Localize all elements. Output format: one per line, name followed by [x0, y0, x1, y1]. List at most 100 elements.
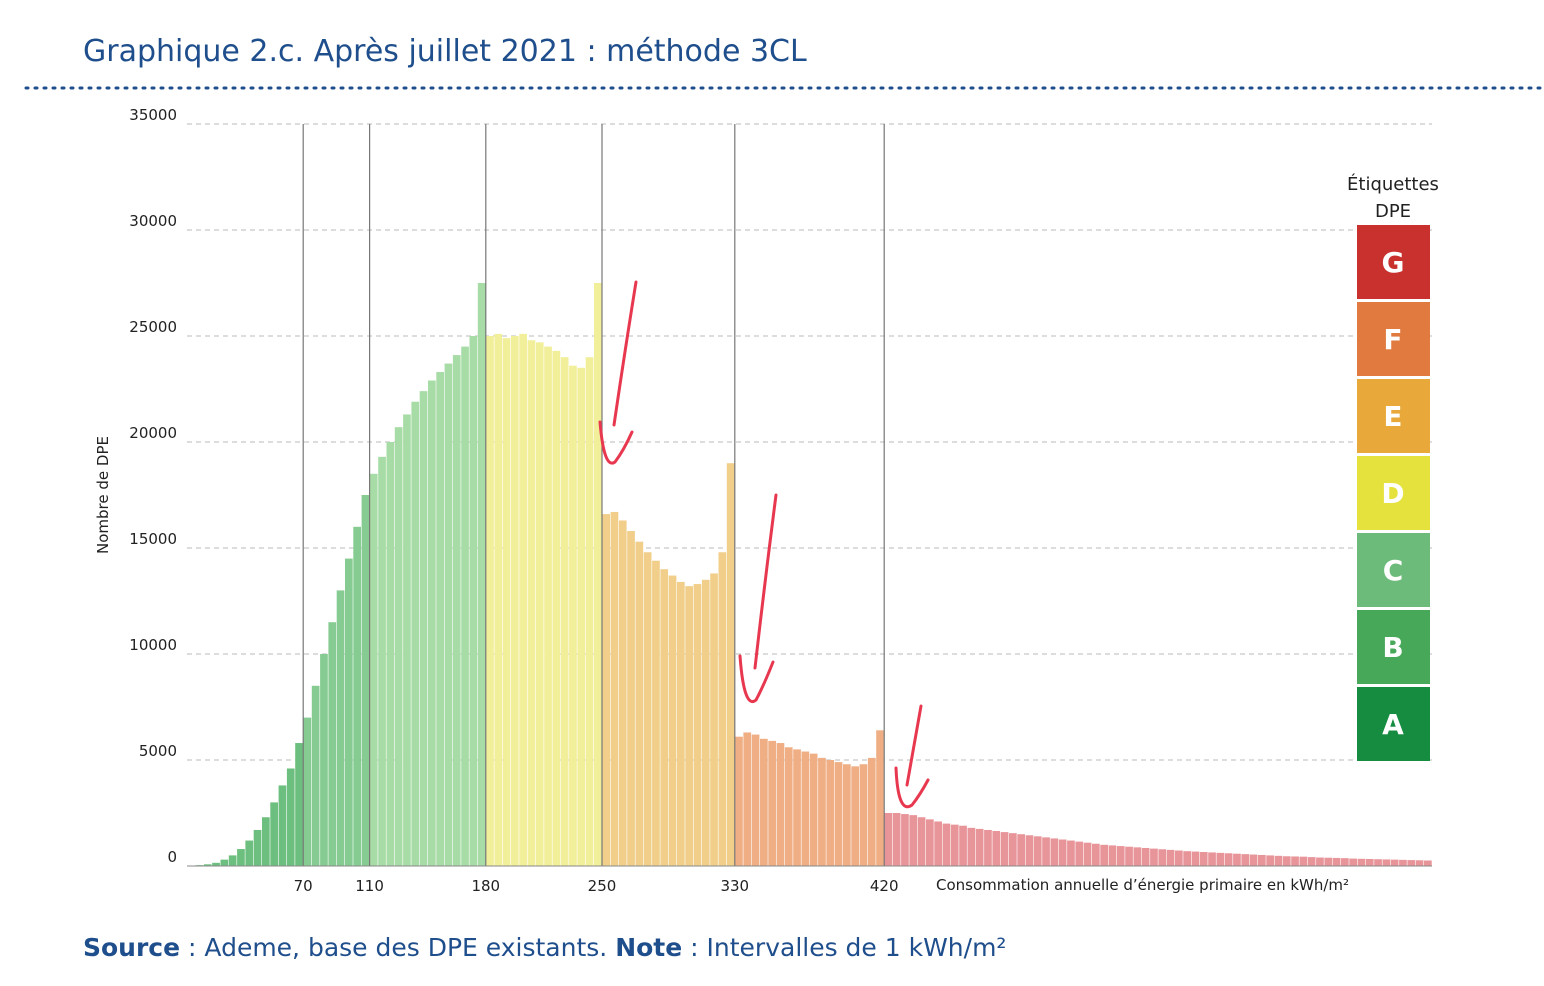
chart-title: Graphique 2.c. Après juillet 2021 : méth…: [83, 34, 807, 69]
bar: [1026, 835, 1034, 866]
bar: [1349, 859, 1357, 866]
bar: [1001, 832, 1009, 866]
y-tick-label: 0: [167, 848, 177, 866]
x-tick-label: 110: [355, 877, 384, 895]
source-part: Source: [83, 933, 180, 962]
bar: [1117, 846, 1125, 866]
bar: [660, 569, 668, 866]
y-tick-label: 15000: [129, 530, 177, 548]
bar: [337, 590, 345, 866]
bar: [221, 860, 229, 866]
bar: [553, 351, 561, 866]
bar: [403, 414, 411, 866]
bar: [486, 336, 494, 866]
bar: [909, 815, 917, 866]
bar: [445, 364, 453, 866]
bar: [1308, 857, 1316, 866]
bar: [370, 474, 378, 866]
bar: [245, 841, 253, 866]
y-tick-label: 25000: [129, 318, 177, 336]
bar: [387, 442, 395, 866]
bar: [420, 391, 428, 866]
bar: [1291, 856, 1299, 866]
bar: [1175, 851, 1183, 866]
bar: [304, 718, 312, 866]
bar: [1092, 844, 1100, 866]
x-tick-label: 180: [471, 877, 500, 895]
bar: [254, 830, 262, 866]
bar: [1300, 857, 1308, 866]
bar: [569, 366, 577, 866]
bar: [470, 336, 478, 866]
bar: [984, 830, 992, 866]
bar: [1183, 851, 1191, 866]
bar: [295, 743, 303, 866]
bar: [1059, 840, 1067, 867]
bar: [777, 743, 785, 866]
y-tick-label: 20000: [129, 424, 177, 442]
bar: [1034, 836, 1042, 866]
bar: [901, 814, 909, 866]
bar: [1416, 860, 1424, 866]
bar: [1333, 858, 1341, 866]
bar: [536, 342, 544, 866]
bar: [1316, 858, 1324, 866]
bar: [735, 737, 743, 866]
arrow: [600, 282, 636, 463]
bar: [411, 402, 419, 866]
bar: [1208, 852, 1216, 866]
bar: [710, 573, 718, 866]
bar: [1075, 842, 1083, 866]
bar: [577, 368, 585, 866]
bar: [1250, 855, 1258, 866]
bar: [1258, 855, 1266, 866]
bar: [1366, 859, 1374, 866]
bar: [926, 819, 934, 866]
bar: [1225, 853, 1233, 866]
bar: [478, 283, 486, 866]
bar: [793, 749, 801, 866]
bar: [1241, 854, 1249, 866]
bar: [619, 520, 627, 866]
source-part: Note: [615, 933, 682, 962]
legend-title: Étiquettes: [1347, 173, 1439, 195]
bar: [494, 334, 502, 866]
bar: [992, 831, 1000, 866]
bar: [602, 514, 610, 866]
bar: [345, 559, 353, 866]
bar: [544, 347, 552, 866]
bar: [851, 766, 859, 866]
bar: [785, 747, 793, 866]
bar: [1324, 858, 1332, 866]
bar: [760, 739, 768, 866]
bar: [1017, 834, 1025, 866]
bar: [1067, 841, 1075, 866]
bar: [976, 829, 984, 866]
x-tick-label: 70: [294, 877, 313, 895]
bar: [1009, 833, 1017, 866]
bar: [727, 463, 735, 866]
y-tick-label: 10000: [129, 636, 177, 654]
bar: [262, 817, 270, 866]
bar: [395, 427, 403, 866]
bar: [719, 552, 727, 866]
bar: [1391, 860, 1399, 866]
legend-label: G: [1382, 246, 1405, 279]
bar: [743, 732, 751, 866]
bar: [362, 495, 370, 866]
bar: [1424, 860, 1432, 866]
bar: [428, 381, 436, 866]
x-tick-label: 250: [588, 877, 617, 895]
source-part: : Intervalles de 1 kWh/m²: [682, 933, 1006, 962]
bar: [237, 849, 245, 866]
bar: [436, 372, 444, 866]
bar: [1142, 848, 1150, 866]
bar: [1233, 854, 1241, 866]
bar: [1341, 858, 1349, 866]
bar: [685, 586, 693, 866]
bar: [1192, 852, 1200, 866]
bar: [826, 760, 834, 866]
bar: [959, 826, 967, 866]
